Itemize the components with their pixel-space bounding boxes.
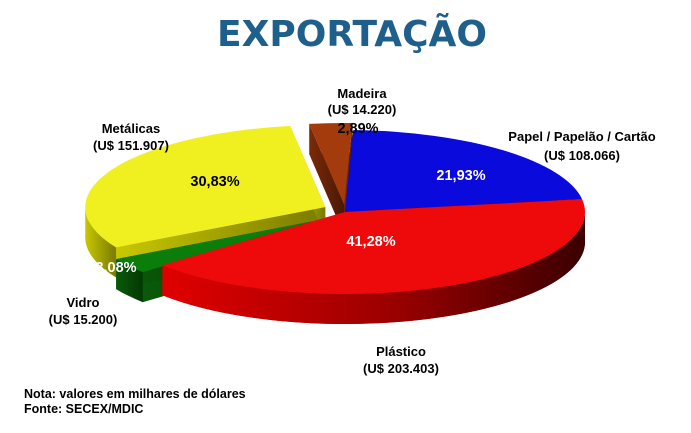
pie-slice-plastico xyxy=(162,199,586,325)
value-label-vidro: (U$ 15.200) xyxy=(49,312,118,327)
percent-label-madeira: 2,89% xyxy=(337,121,378,137)
value-label-madeira: (U$ 14.220) xyxy=(328,102,397,117)
percent-label-papel: 21,93% xyxy=(436,168,485,184)
percent-label-metalicas: 30,83% xyxy=(190,174,239,190)
category-label-metalicas: Metálicas xyxy=(102,121,161,136)
chart-title: EXPORTAÇÃO xyxy=(217,13,487,55)
category-label-papel: Papel / Papelão / Cartão xyxy=(508,129,655,144)
category-label-madeira: Madeira xyxy=(337,86,387,101)
percent-label-plastico: 41,28% xyxy=(346,234,395,250)
percent-label-vidro: 3,08% xyxy=(95,260,136,276)
value-label-plastico: (U$ 203.403) xyxy=(363,361,439,376)
footnote: Nota: valores em milhares de dólares xyxy=(24,387,246,401)
source-note: Fonte: SECEX/MDIC xyxy=(24,402,144,416)
value-label-metalicas: (U$ 151.907) xyxy=(93,138,169,153)
category-label-vidro: Vidro xyxy=(67,295,100,310)
value-label-papel: (U$ 108.066) xyxy=(544,148,620,163)
category-label-plastico: Plástico xyxy=(376,344,426,359)
